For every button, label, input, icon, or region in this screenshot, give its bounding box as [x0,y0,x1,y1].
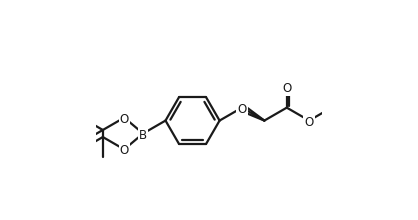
Text: O: O [120,113,129,126]
Text: O: O [282,82,291,95]
Text: O: O [237,103,247,116]
Text: O: O [305,116,314,128]
Text: O: O [120,144,129,157]
Text: B: B [139,128,147,141]
